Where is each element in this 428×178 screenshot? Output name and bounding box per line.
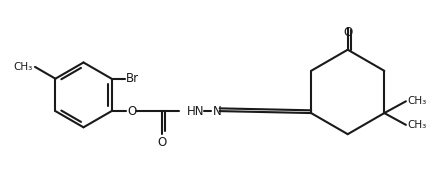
Text: CH₃: CH₃ — [407, 120, 426, 130]
Text: O: O — [343, 26, 352, 39]
Text: O: O — [127, 105, 137, 118]
Text: O: O — [157, 136, 166, 149]
Text: CH₃: CH₃ — [14, 62, 33, 72]
Text: CH₃: CH₃ — [407, 96, 426, 106]
Text: Br: Br — [126, 72, 140, 85]
Text: N: N — [213, 105, 222, 118]
Text: HN: HN — [187, 105, 205, 118]
